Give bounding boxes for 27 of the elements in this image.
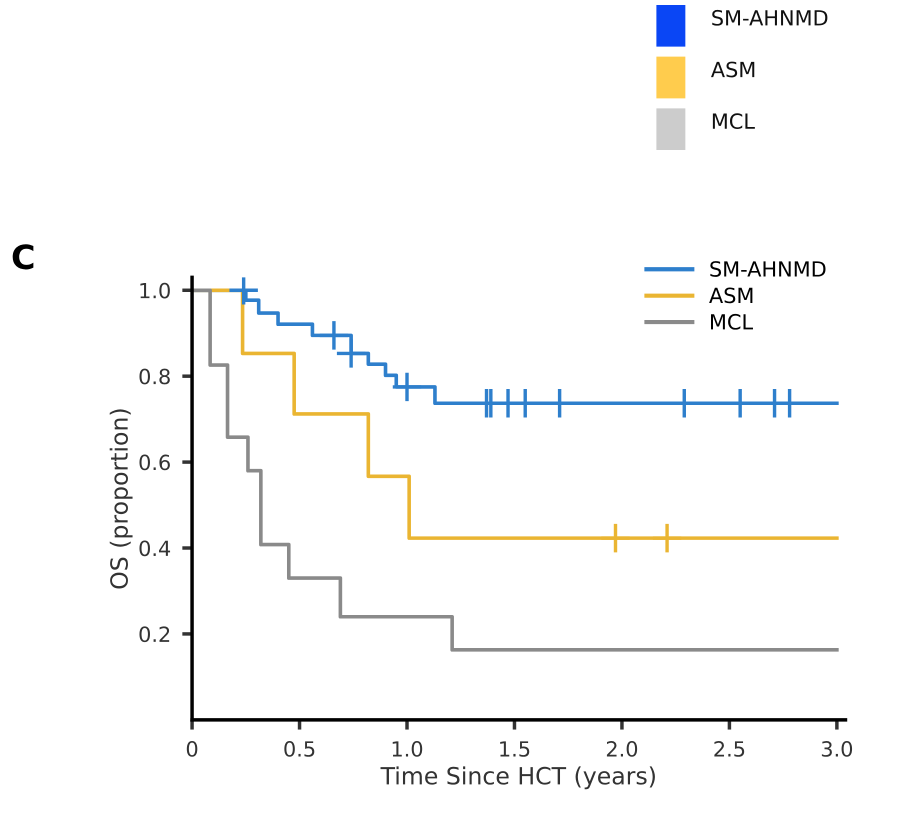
point [229, 277, 258, 304]
legend-label: SM-AHNMD [710, 261, 826, 277]
legend-label: MCL [711, 314, 753, 330]
y-tick-label: 1.0 [140, 282, 170, 298]
x-tick-label: 2.5 [714, 741, 744, 757]
point [392, 372, 422, 402]
chart-title: C [12, 244, 34, 270]
x-tick-label: 0.5 [284, 741, 314, 757]
x-axis-title: Time Since HCT (years) [380, 766, 655, 790]
x-tick-label: 1.5 [500, 741, 530, 757]
x-tick-label: 0 [186, 741, 198, 757]
y-tick-label: 0.6 [139, 454, 170, 470]
category-label: MCL [712, 113, 755, 130]
y-tick-label: 0.8 [139, 368, 170, 384]
y-tick-label: 0.4 [139, 540, 170, 556]
point [601, 524, 630, 552]
category-label: ASM [711, 62, 754, 78]
y-axis-title: OS (proportion) [110, 409, 133, 589]
category-label: SM-AHNMD [712, 10, 828, 26]
x-tick-label: 3.0 [822, 741, 852, 757]
x-tick-label: 2.0 [606, 741, 638, 757]
x-tick-label: 1.0 [392, 741, 422, 757]
y-tick-label: 0.2 [139, 626, 170, 642]
point [336, 339, 366, 368]
legend-label: ASM [709, 288, 752, 304]
point [320, 321, 348, 350]
point [652, 524, 682, 552]
